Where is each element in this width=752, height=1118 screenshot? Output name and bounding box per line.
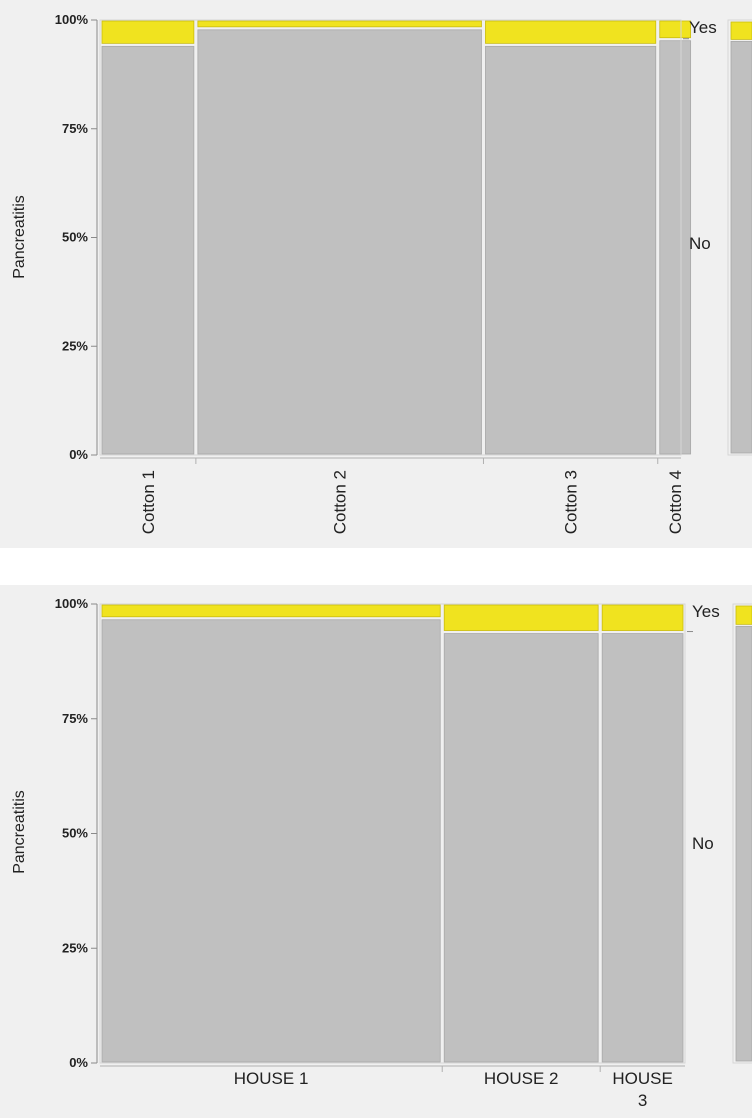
x-category-label: Cotton 1	[139, 470, 158, 534]
mosaic-tile-yes	[101, 20, 195, 44]
mosaic-panel-top: Pancreatitis 100% 75% 50% 25% 0% Cotton 1 Cotto…	[0, 0, 752, 548]
mosaic-tile-no	[601, 633, 684, 1063]
x-category-label: HOUSE 3	[612, 1069, 672, 1110]
y-tick-label: 25%	[62, 338, 88, 353]
y-tick-label: 0%	[69, 447, 88, 462]
x-category-label: HOUSE 1	[234, 1069, 309, 1088]
y-axis-title: Pancreatitis	[11, 790, 28, 874]
y-axis-title: Pancreatitis	[11, 195, 28, 279]
mosaic-tile-yes	[443, 604, 599, 631]
mosaic-tile-no	[485, 45, 657, 455]
next-chart-tile-no	[730, 41, 752, 454]
mosaic-tile-yes	[601, 604, 684, 631]
mosaic-tile-no	[443, 633, 599, 1063]
x-category-label: HOUSE 2	[484, 1069, 559, 1088]
plot-frame	[99, 19, 682, 456]
next-chart-tile-yes	[735, 605, 752, 625]
legend-label-no: No	[692, 834, 714, 853]
mosaic-tile-yes	[485, 20, 657, 44]
y-tick-label: 75%	[62, 711, 88, 726]
y-tick-label: 100%	[55, 596, 89, 611]
mosaic-panel-bottom: Pancreatitis 100% 75% 50% 25% 0% HOUSE 1 HOUSE …	[0, 585, 752, 1118]
y-tick-label: 50%	[62, 826, 88, 841]
mosaic-tile-yes	[659, 20, 692, 39]
y-tick-label: 75%	[62, 121, 88, 136]
plot-frame	[99, 603, 686, 1064]
mosaic-tile-no	[101, 619, 441, 1063]
x-category-label: Cotton 3	[562, 470, 581, 534]
y-tick-label: 0%	[69, 1055, 88, 1070]
next-chart-frame	[727, 19, 752, 456]
mosaic-tile-no	[659, 40, 692, 455]
legend-label-yes: Yes	[692, 602, 720, 621]
mosaic-chart-cotton: Pancreatitis 100% 75% 50% 25% 0% Cotton 1 Cotto…	[11, 12, 752, 534]
mosaic-tile-yes	[197, 20, 482, 28]
legend-label-yes: Yes	[689, 18, 717, 37]
next-chart-tile-yes	[730, 21, 752, 40]
y-tick-label: 100%	[55, 12, 89, 27]
y-tick-label: 50%	[62, 230, 88, 245]
mosaic-tile-no	[101, 45, 195, 455]
mosaic-tile-no	[197, 29, 482, 455]
mosaic-chart-house: Pancreatitis 100% 75% 50% 25% 0% HOUSE 1 HOUSE …	[11, 596, 752, 1110]
y-tick-label: 25%	[62, 940, 88, 955]
next-chart-tile-no	[735, 625, 752, 1062]
mosaic-tile-yes	[101, 604, 441, 618]
x-category-label: Cotton 4	[666, 470, 685, 534]
next-chart-frame	[732, 603, 752, 1064]
legend-label-no: No	[689, 234, 711, 253]
x-category-label: Cotton 2	[331, 470, 350, 534]
